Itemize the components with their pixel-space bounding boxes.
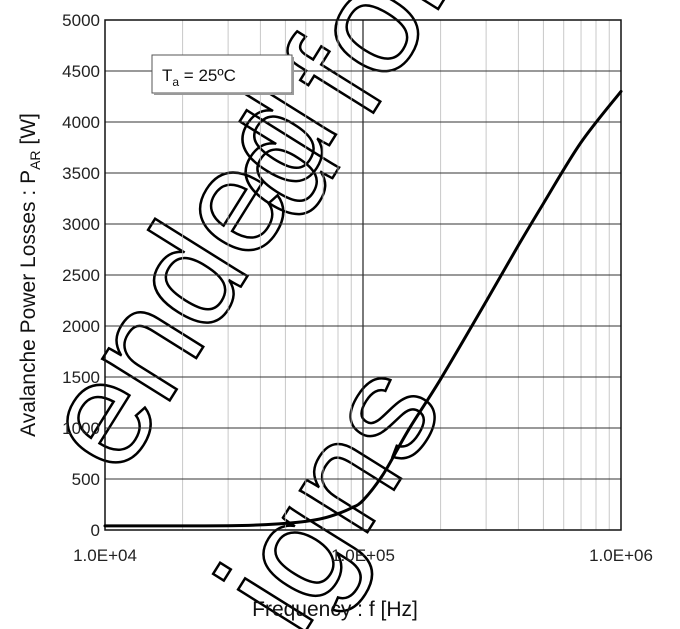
- y-tick-label: 3000: [62, 215, 100, 234]
- y-tick-label: 2000: [62, 317, 100, 336]
- y-tick-label: 4500: [62, 62, 100, 81]
- legend-box: Ta = 25ºC: [151, 54, 294, 95]
- x-tick-labels: 1.0E+04 1.0E+05 1.0E+06: [73, 546, 653, 565]
- y-tick-labels: 0 500 1000 1500 2000 2500 3000 3500 4000 4500 5000: [62, 11, 100, 540]
- legend-main: T: [162, 66, 172, 85]
- y-axis-title-unit: [W]: [17, 113, 40, 150]
- x-axis-title: Frequency : f [Hz]: [252, 598, 418, 621]
- y-tick-label: 4000: [62, 113, 100, 132]
- x-tick-label: 1.0E+06: [589, 546, 653, 565]
- y-tick-label: 5000: [62, 11, 100, 30]
- x-tick-label: 1.0E+05: [331, 546, 395, 565]
- y-axis-title-sub: AR: [27, 150, 43, 169]
- y-tick-label: 0: [91, 521, 100, 540]
- y-axis-title-main: Avalanche Power Losses : P: [17, 170, 40, 437]
- y-tick-label: 1500: [62, 368, 100, 387]
- y-tick-label: 1000: [62, 419, 100, 438]
- y-tick-label: 500: [72, 470, 100, 489]
- y-axis-title: Avalanche Power Losses : PAR [W]: [17, 113, 43, 437]
- legend-sub: a: [172, 75, 179, 89]
- x-tick-label: 1.0E+04: [73, 546, 137, 565]
- plot-frame: [104, 19, 622, 531]
- y-tick-label: 3500: [62, 164, 100, 183]
- legend-rest: = 25ºC: [179, 66, 236, 85]
- series-group: [103, 89, 623, 528]
- y-tick-label: 2500: [62, 266, 100, 285]
- legend-label: Ta = 25ºC: [162, 66, 236, 89]
- grid: [105, 20, 621, 530]
- series-line: [103, 89, 623, 528]
